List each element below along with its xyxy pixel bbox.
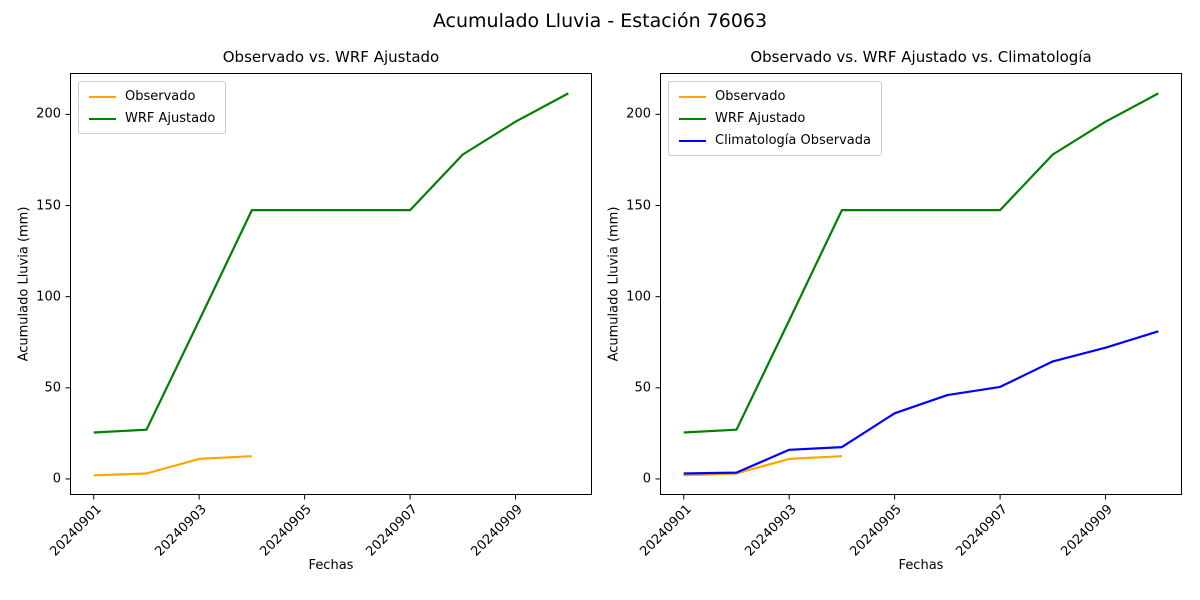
left-x-axis-label: Fechas	[308, 558, 354, 573]
legend-line-swatch	[89, 95, 116, 98]
left-y-axis-label: Acumulado Lluvia (mm)	[16, 206, 32, 362]
plot-canvas	[65, 73, 592, 500]
series-line-wrf-ajustado	[683, 92, 1159, 434]
x-tick-label-text: 20240909	[1058, 502, 1117, 560]
left-subplot: Observado vs. WRF Ajustado Acumulado Llu…	[17, 0, 592, 600]
y-tick-label: 100	[626, 289, 651, 305]
x-tick-label-text: 20240905	[257, 502, 316, 560]
plot-canvas	[655, 73, 1182, 500]
x-tick-label-text: 20240907	[363, 502, 421, 560]
legend-line-swatch	[679, 117, 706, 120]
axes-spines	[660, 73, 1182, 495]
legend-entry: Climatología Observada	[679, 133, 871, 148]
y-tick-label: 200	[626, 106, 651, 122]
x-tick-label-text: 20240903	[152, 502, 210, 560]
legend-label: WRF Ajustado	[125, 111, 216, 126]
y-tick-label: 100	[36, 289, 61, 305]
legend-label: Observado	[125, 89, 196, 104]
legend: Observado WRF Ajustado Climatología Observ…	[668, 81, 882, 156]
legend-label: WRF Ajustado	[715, 111, 806, 126]
series-line-climatolog-a-observada	[683, 330, 1159, 475]
right-y-axis-label: Acumulado Lluvia (mm)	[606, 206, 622, 362]
legend-line-swatch	[89, 117, 116, 120]
legend-label: Climatología Observada	[715, 133, 871, 148]
x-tick-label-text: 20240901	[46, 502, 105, 560]
right-subplot: Observado vs. WRF Ajustado vs. Climatolo…	[607, 0, 1182, 600]
right-subplot-title: Observado vs. WRF Ajustado vs. Climatolo…	[750, 48, 1092, 66]
legend-line-swatch	[679, 95, 706, 98]
x-tick-label-text: 20240907	[953, 502, 1011, 560]
x-tick-label-text: 20240903	[742, 502, 800, 560]
x-tick-label-text: 20240901	[636, 502, 695, 560]
x-tick-label-text: 20240905	[847, 502, 906, 560]
right-x-axis-label: Fechas	[898, 558, 944, 573]
y-tick-label: 0	[642, 471, 651, 487]
axes-spines	[70, 73, 592, 495]
y-tick-label: 50	[44, 380, 61, 396]
legend-entry: Observado	[679, 89, 871, 104]
y-tick-label: 200	[36, 106, 61, 122]
right-plot-area: 20240901 20240903 20240905 20240907 20240909…	[626, 73, 1182, 559]
legend-entry: Observado	[89, 89, 215, 104]
series-line-wrf-ajustado	[93, 92, 569, 434]
left-subplot-title: Observado vs. WRF Ajustado	[222, 48, 440, 66]
y-tick-label: 0	[52, 471, 61, 487]
left-plot-area: 20240901 20240903 20240905 20240907 20240909…	[36, 73, 592, 559]
y-tick-label: 150	[626, 198, 651, 214]
legend-entry: WRF Ajustado	[89, 111, 215, 126]
legend-entry: WRF Ajustado	[679, 111, 871, 126]
series-line-observado	[683, 455, 842, 477]
legend: Observado WRF Ajustado	[78, 81, 227, 134]
x-tick-label-text: 20240909	[468, 502, 527, 560]
legend-label: Observado	[715, 89, 786, 104]
legend-line-swatch	[679, 139, 706, 142]
figure-title: Acumulado Lluvia - Estación 76063	[432, 10, 768, 32]
series-line-observado	[93, 455, 252, 477]
y-tick-label: 150	[36, 198, 61, 214]
y-tick-label: 50	[634, 380, 651, 396]
